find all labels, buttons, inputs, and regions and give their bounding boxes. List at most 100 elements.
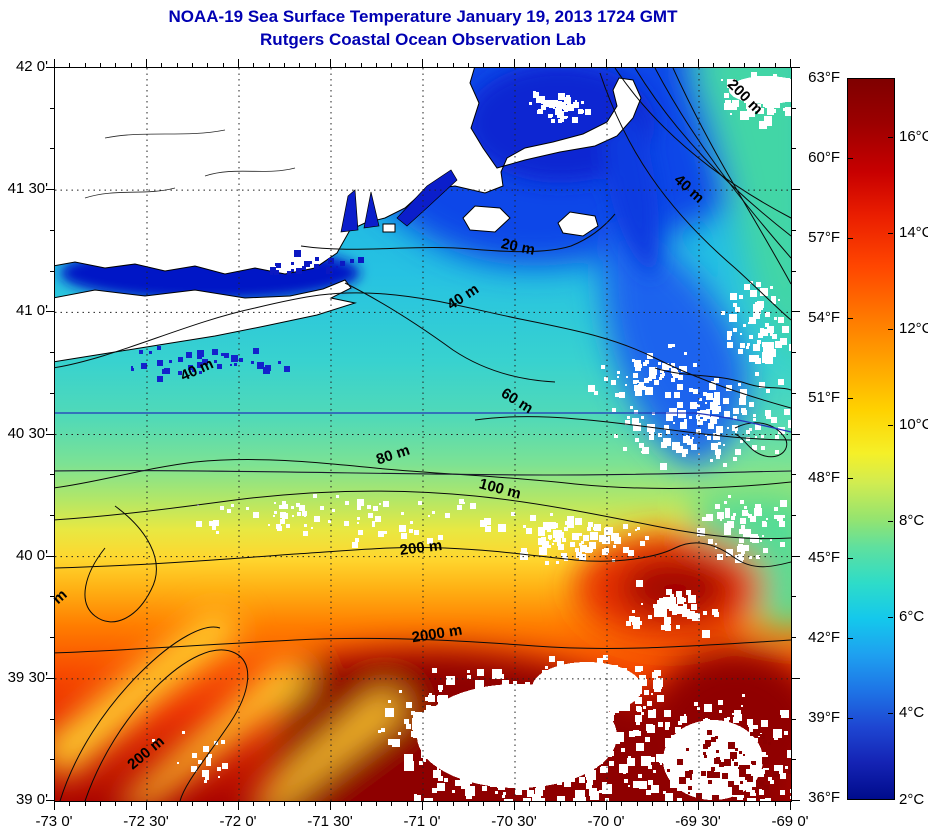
- axis-tick: [888, 425, 893, 426]
- lon-tick-label: -71 0': [403, 813, 441, 830]
- axis-tick: [792, 596, 796, 597]
- axis-tick: [591, 802, 592, 806]
- colorbar-celsius-label: 12°C: [899, 319, 928, 337]
- axis-tick: [848, 158, 853, 159]
- axis-tick: [483, 63, 484, 67]
- lon-tick-label: -70 30': [491, 813, 537, 830]
- axis-tick: [177, 63, 178, 67]
- axis-tick: [207, 63, 208, 67]
- axis-tick: [207, 802, 208, 806]
- lon-tick-label: -73 0': [35, 813, 73, 830]
- axis-tick: [146, 59, 147, 67]
- axis-tick: [46, 800, 54, 801]
- lat-tick-label: 40 30': [7, 425, 48, 442]
- axis-tick: [575, 802, 576, 806]
- axis-tick: [790, 802, 791, 810]
- axis-tick: [888, 617, 893, 618]
- axis-tick: [146, 802, 147, 810]
- axis-tick: [238, 802, 239, 810]
- axis-tick: [792, 67, 800, 68]
- colorbar-fahrenheit-label: 36°F: [808, 789, 840, 806]
- axis-tick: [483, 802, 484, 806]
- axis-tick: [253, 802, 254, 806]
- axis-tick: [361, 63, 362, 67]
- axis-tick: [637, 63, 638, 67]
- axis-tick: [361, 802, 362, 806]
- axis-tick: [848, 318, 853, 319]
- axis-tick: [652, 63, 653, 67]
- axis-tick: [792, 393, 796, 394]
- axis-tick: [192, 63, 193, 67]
- map-plot: [54, 67, 792, 802]
- axis-tick: [46, 189, 54, 190]
- colorbar-celsius-label: 10°C: [899, 415, 928, 433]
- axis-tick: [115, 63, 116, 67]
- axis-tick: [50, 352, 54, 353]
- axis-tick: [100, 802, 101, 806]
- axis-tick: [50, 230, 54, 231]
- axis-tick: [422, 59, 423, 67]
- axis-tick: [131, 63, 132, 67]
- axis-tick: [792, 271, 796, 272]
- axis-tick: [50, 393, 54, 394]
- axis-tick: [499, 802, 500, 806]
- graticule: [55, 68, 791, 801]
- axis-tick: [46, 556, 54, 557]
- axis-tick: [50, 719, 54, 720]
- axis-tick: [792, 189, 800, 190]
- axis-tick: [46, 67, 54, 68]
- axis-tick: [50, 474, 54, 475]
- colorbar-fahrenheit-label: 39°F: [808, 709, 840, 726]
- colorbar-fahrenheit-label: 63°F: [808, 69, 840, 86]
- colorbar-fahrenheit-label: 45°F: [808, 549, 840, 566]
- axis-tick: [376, 63, 377, 67]
- axis-tick: [50, 515, 54, 516]
- axis-tick: [161, 63, 162, 67]
- axis-tick: [744, 802, 745, 806]
- axis-tick: [744, 63, 745, 67]
- axis-tick: [792, 474, 796, 475]
- axis-tick: [345, 802, 346, 806]
- axis-tick: [575, 63, 576, 67]
- axis-tick: [54, 59, 55, 67]
- lat-tick-label: 40 0': [15, 547, 48, 564]
- axis-tick: [560, 63, 561, 67]
- colorbar-fahrenheit-label: 54°F: [808, 309, 840, 326]
- figure-subtitle: Rutgers Coastal Ocean Observation Lab: [260, 30, 586, 49]
- axis-tick: [545, 802, 546, 806]
- axis-tick: [848, 238, 853, 239]
- axis-tick: [238, 59, 239, 67]
- axis-tick: [792, 108, 796, 109]
- axis-tick: [50, 271, 54, 272]
- axis-tick: [848, 558, 853, 559]
- axis-tick: [591, 63, 592, 67]
- lon-tick-label: -71 30': [307, 813, 353, 830]
- axis-tick: [468, 63, 469, 67]
- axis-tick: [792, 515, 796, 516]
- lon-tick-label: -72 0': [219, 813, 257, 830]
- colorbar-celsius-label: 6°C: [899, 607, 925, 625]
- axis-tick: [848, 398, 853, 399]
- figure-title: NOAA-19 Sea Surface Temperature January …: [168, 7, 678, 26]
- axis-tick: [683, 802, 684, 806]
- axis-tick: [621, 802, 622, 806]
- axis-tick: [792, 556, 800, 557]
- figure-titles: NOAA-19 Sea Surface Temperature January …: [0, 5, 846, 51]
- axis-tick: [792, 637, 796, 638]
- axis-tick: [888, 521, 893, 522]
- lat-tick-label: 42 0': [15, 58, 48, 75]
- axis-tick: [376, 802, 377, 806]
- axis-tick: [848, 638, 853, 639]
- axis-tick: [437, 63, 438, 67]
- axis-tick: [391, 63, 392, 67]
- axis-tick: [115, 802, 116, 806]
- colorbar-celsius-label: 16°C: [899, 127, 928, 145]
- axis-tick: [729, 63, 730, 67]
- axis-tick: [54, 802, 55, 810]
- axis-tick: [848, 478, 853, 479]
- axis-tick: [161, 802, 162, 806]
- axis-tick: [529, 802, 530, 806]
- axis-tick: [652, 802, 653, 806]
- axis-tick: [253, 63, 254, 67]
